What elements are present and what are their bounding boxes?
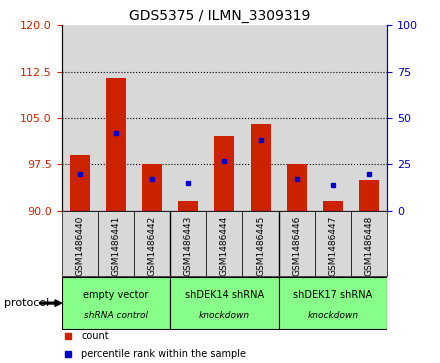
Text: GSM1486444: GSM1486444 bbox=[220, 216, 229, 276]
FancyBboxPatch shape bbox=[98, 211, 134, 276]
Text: GSM1486448: GSM1486448 bbox=[365, 216, 374, 276]
Text: count: count bbox=[81, 331, 109, 341]
FancyBboxPatch shape bbox=[315, 211, 351, 276]
Bar bbox=[206, 25, 242, 211]
Text: percentile rank within the sample: percentile rank within the sample bbox=[81, 349, 246, 359]
Text: empty vector: empty vector bbox=[83, 290, 149, 300]
Text: shRNA control: shRNA control bbox=[84, 311, 148, 319]
Text: GSM1486443: GSM1486443 bbox=[184, 216, 193, 276]
Text: GSM1486440: GSM1486440 bbox=[75, 216, 84, 276]
Bar bbox=[134, 25, 170, 211]
Text: shDEK14 shRNA: shDEK14 shRNA bbox=[185, 290, 264, 300]
Text: protocol: protocol bbox=[4, 298, 50, 308]
Bar bbox=[170, 25, 206, 211]
Bar bbox=[106, 78, 126, 211]
Text: shDEK17 shRNA: shDEK17 shRNA bbox=[293, 290, 373, 300]
Bar bbox=[242, 25, 279, 211]
Bar bbox=[70, 155, 90, 211]
Bar bbox=[315, 25, 351, 211]
FancyBboxPatch shape bbox=[170, 211, 206, 276]
Bar bbox=[287, 164, 307, 211]
Text: knockdown: knockdown bbox=[308, 311, 359, 319]
Bar bbox=[279, 25, 315, 211]
Bar bbox=[62, 25, 98, 211]
Bar bbox=[214, 136, 235, 211]
FancyBboxPatch shape bbox=[279, 211, 315, 276]
FancyBboxPatch shape bbox=[351, 211, 387, 276]
Bar bbox=[178, 201, 198, 211]
Bar bbox=[323, 201, 343, 211]
Bar bbox=[98, 25, 134, 211]
Bar bbox=[251, 124, 271, 211]
Text: knockdown: knockdown bbox=[199, 311, 250, 319]
FancyBboxPatch shape bbox=[206, 211, 242, 276]
FancyBboxPatch shape bbox=[62, 211, 98, 276]
Text: GDS5375 / ILMN_3309319: GDS5375 / ILMN_3309319 bbox=[129, 9, 311, 23]
Text: GSM1486441: GSM1486441 bbox=[111, 216, 121, 276]
Text: GSM1486446: GSM1486446 bbox=[292, 216, 301, 276]
Bar bbox=[142, 164, 162, 211]
Bar bbox=[351, 25, 387, 211]
FancyBboxPatch shape bbox=[242, 211, 279, 276]
FancyBboxPatch shape bbox=[279, 277, 387, 329]
Text: GSM1486447: GSM1486447 bbox=[328, 216, 337, 276]
Text: GSM1486442: GSM1486442 bbox=[147, 216, 157, 276]
FancyBboxPatch shape bbox=[170, 277, 279, 329]
FancyBboxPatch shape bbox=[62, 277, 170, 329]
Bar bbox=[359, 180, 379, 211]
FancyBboxPatch shape bbox=[134, 211, 170, 276]
Text: GSM1486445: GSM1486445 bbox=[256, 216, 265, 276]
